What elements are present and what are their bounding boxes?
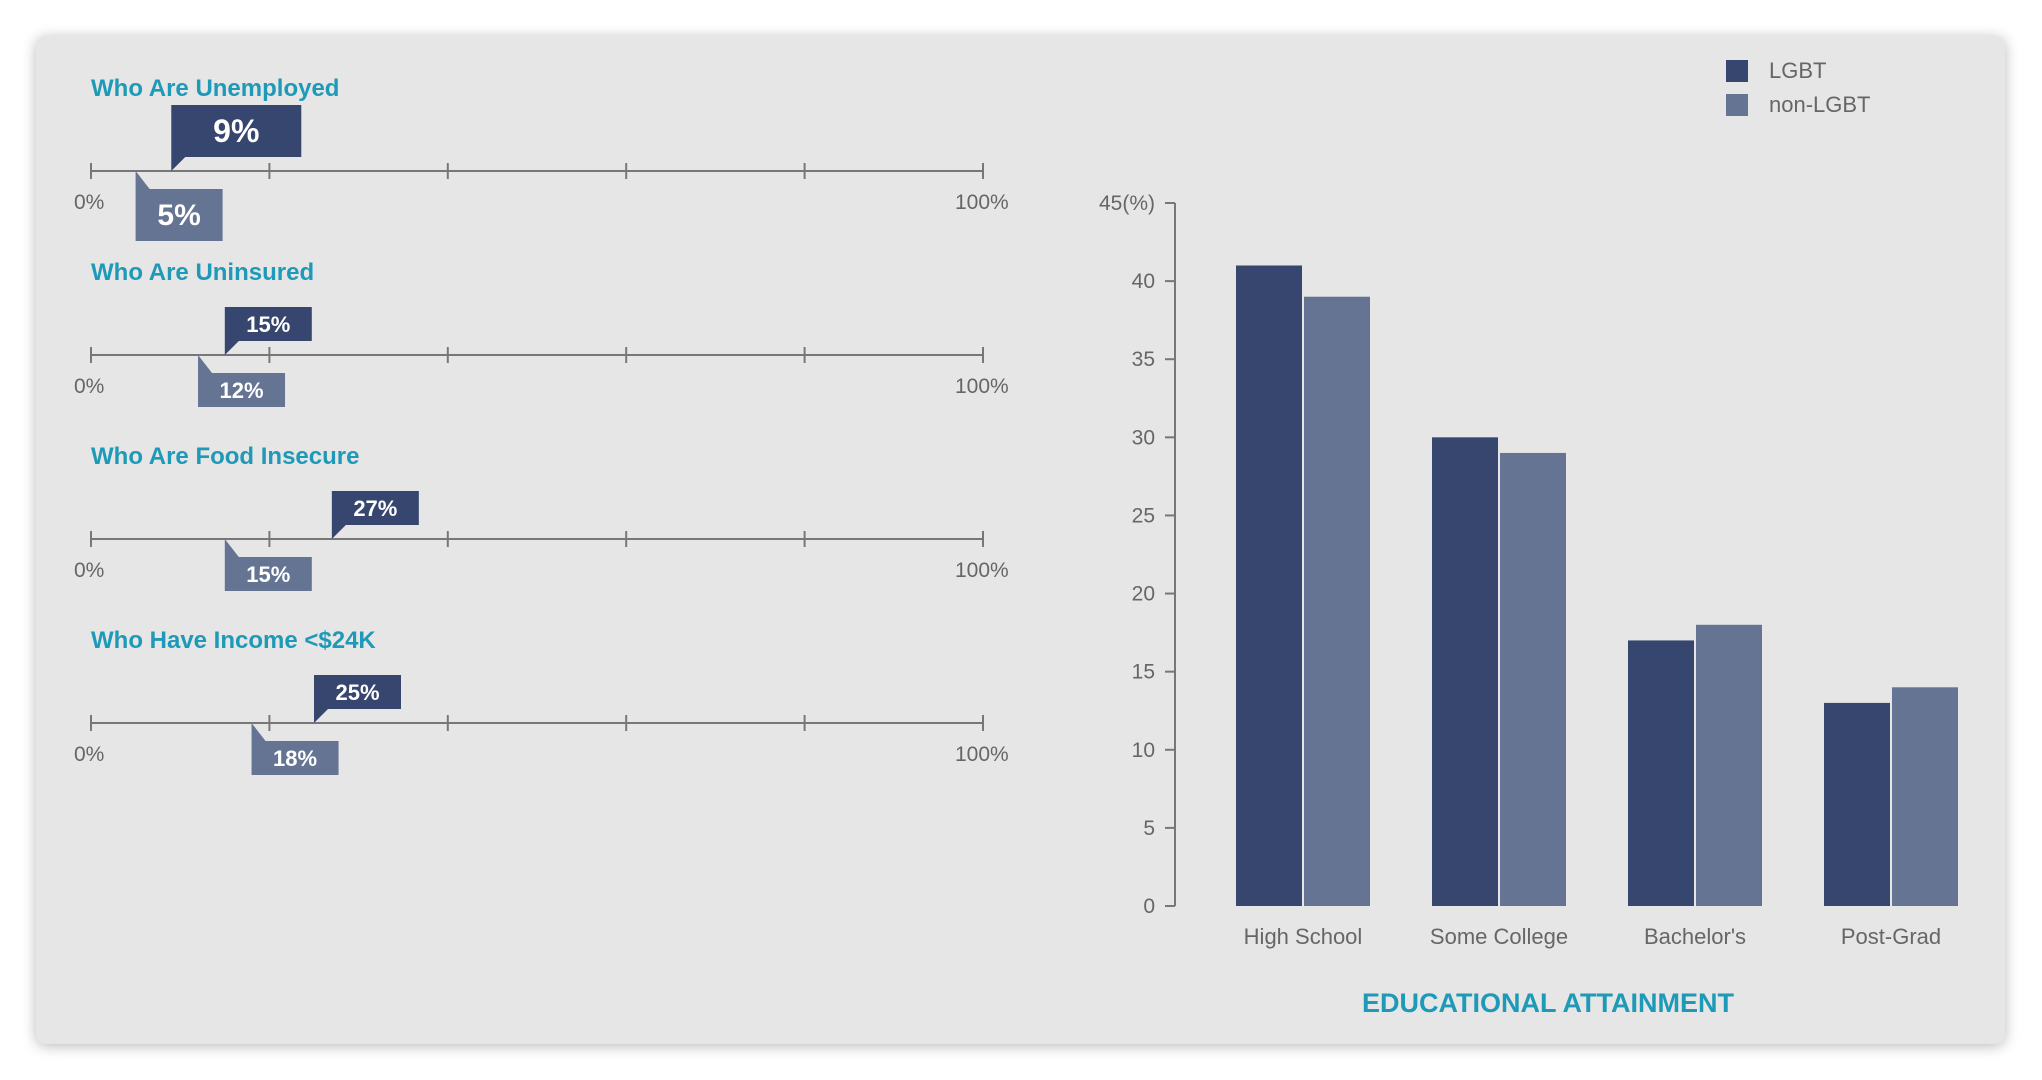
- scale-max-label: 100%: [955, 743, 1009, 766]
- non-lgbt-bar: [1892, 687, 1958, 906]
- legend-swatch-non-lgbt: [1726, 94, 1748, 116]
- chart-title: EDUCATIONAL ATTAINMENT: [1362, 988, 1734, 1018]
- scale-max-label: 100%: [955, 559, 1009, 582]
- lgbt-bar: [1628, 640, 1694, 906]
- scale-max-label: 100%: [955, 191, 1009, 214]
- y-max-label: 45(%): [1099, 192, 1155, 215]
- non-lgbt-marker: [251, 723, 339, 775]
- lgbt-bar: [1236, 265, 1302, 906]
- lgbt-value-label: 27%: [353, 496, 397, 521]
- non-lgbt-marker: [198, 355, 286, 407]
- x-tick-label: Post-Grad: [1841, 924, 1941, 949]
- x-tick-label: High School: [1244, 924, 1363, 949]
- non-lgbt-bar: [1304, 296, 1370, 906]
- non-lgbt-value-label: 12%: [220, 378, 264, 403]
- legend-label: LGBT: [1769, 58, 1826, 83]
- y-tick-label: 20: [1132, 583, 1155, 606]
- row-title: Who Are Uninsured: [91, 259, 314, 286]
- non-lgbt-value-label: 5%: [157, 199, 200, 232]
- lgbt-value-label: 15%: [246, 312, 290, 337]
- x-tick-label: Some College: [1430, 924, 1568, 949]
- row-title: Who Have Income <$24K: [91, 627, 376, 654]
- y-tick-label: 40: [1132, 270, 1155, 293]
- row-title: Who Are Unemployed: [91, 75, 339, 102]
- y-tick-label: 0: [1143, 895, 1155, 918]
- scale-min-label: 0%: [74, 375, 104, 398]
- legend-label: non-LGBT: [1769, 92, 1871, 117]
- non-lgbt-value-label: 15%: [246, 562, 290, 587]
- lgbt-marker: [314, 675, 401, 723]
- lgbt-marker: [171, 105, 302, 171]
- lgbt-bar: [1824, 702, 1890, 906]
- x-tick-label: Bachelor's: [1644, 924, 1746, 949]
- scale-max-label: 100%: [955, 375, 1009, 398]
- non-lgbt-value-label: 18%: [273, 746, 317, 771]
- non-lgbt-marker: [135, 171, 223, 241]
- non-lgbt-bar: [1500, 452, 1566, 906]
- y-tick-label: 15: [1132, 661, 1155, 684]
- lgbt-marker: [224, 307, 312, 355]
- y-tick-label: 35: [1132, 348, 1155, 371]
- lgbt-value-label: 25%: [335, 680, 379, 705]
- lgbt-bar: [1432, 437, 1498, 906]
- non-lgbt-marker: [224, 539, 312, 591]
- y-tick-label: 30: [1132, 426, 1155, 449]
- scale-min-label: 0%: [74, 191, 104, 214]
- scale-min-label: 0%: [74, 743, 104, 766]
- scale-min-label: 0%: [74, 559, 104, 582]
- y-tick-label: 25: [1132, 504, 1155, 527]
- lgbt-marker: [331, 491, 419, 539]
- non-lgbt-bar: [1696, 624, 1762, 906]
- y-tick-label: 10: [1132, 739, 1155, 762]
- row-title: Who Are Food Insecure: [91, 443, 359, 470]
- legend-swatch-lgbt: [1726, 60, 1748, 82]
- lgbt-value-label: 9%: [213, 113, 259, 149]
- y-tick-label: 5: [1143, 817, 1155, 840]
